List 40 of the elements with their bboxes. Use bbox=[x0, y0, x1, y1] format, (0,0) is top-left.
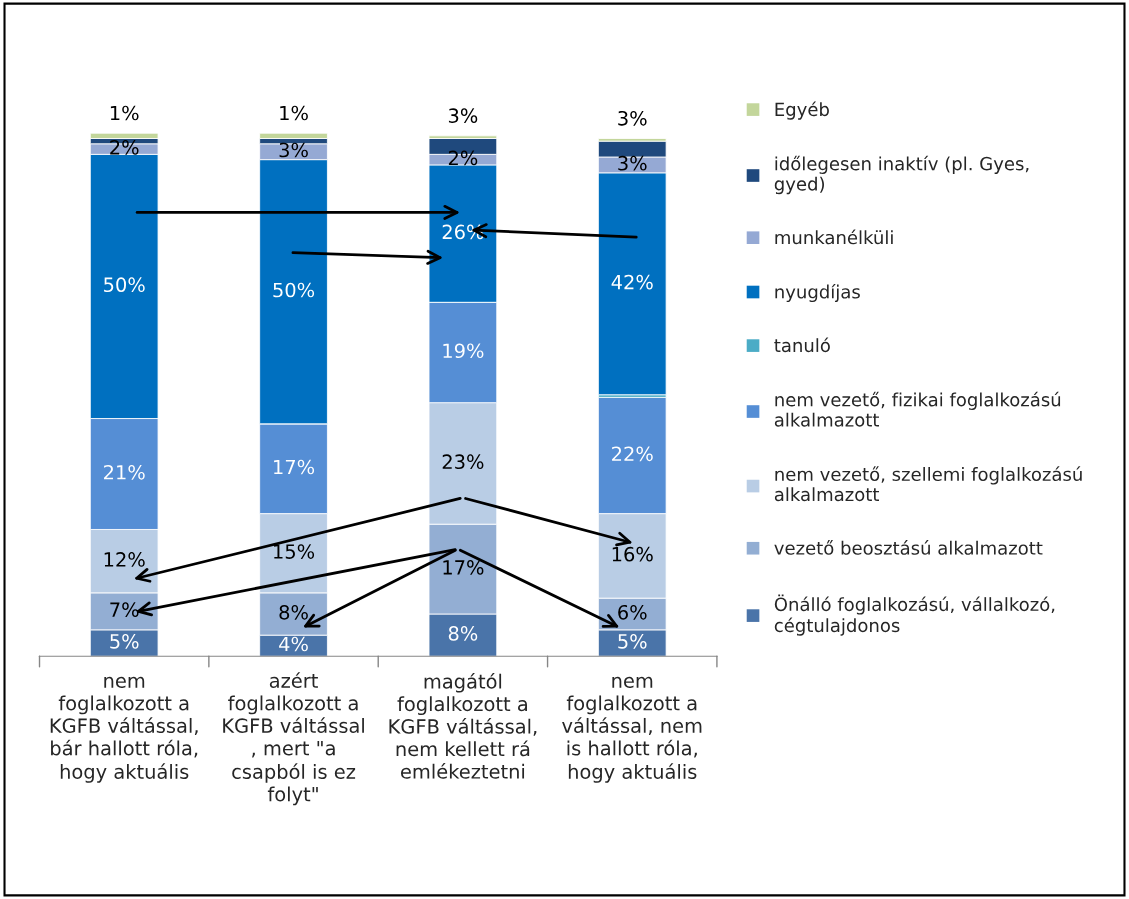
legend-label: időlegesen inaktív (pl. Gyes, gyed) bbox=[774, 155, 1029, 195]
legend-label: vezető beosztású alkalmazott bbox=[774, 540, 1043, 555]
data-label: 2% bbox=[448, 150, 478, 166]
data-label: 17% bbox=[274, 459, 315, 475]
data-label: 22% bbox=[612, 446, 653, 462]
data-label: 3% bbox=[448, 108, 478, 124]
data-label: 5% bbox=[618, 634, 647, 649]
x-tick-label: nem foglalkozott a KGFB váltással, bár hallott róla, hogy aktuális bbox=[50, 676, 198, 783]
legend-label: tanuló bbox=[774, 337, 830, 353]
x-tick-label: magától foglalkozott a KGFB váltással, nem kellett rá emlékeztetni bbox=[389, 672, 537, 779]
legend-label: Egyéb bbox=[775, 101, 829, 120]
x-tick-label: azért foglalkozott a KGFB váltással , mert "a csapból is ez folyt" bbox=[223, 672, 364, 806]
legend-label: Önálló foglalkozású, vállalkozó, cégtulajdonos bbox=[774, 594, 1055, 636]
data-label: 6% bbox=[618, 604, 647, 620]
data-label: 50% bbox=[104, 277, 145, 293]
data-label: 12% bbox=[104, 552, 145, 567]
data-label: 17% bbox=[443, 560, 484, 575]
legend-label: nyugdíjas bbox=[775, 283, 860, 303]
data-label: 2% bbox=[110, 140, 139, 155]
data-label: 3% bbox=[618, 155, 647, 171]
data-label: 5% bbox=[110, 634, 139, 649]
data-label: 16% bbox=[612, 546, 653, 562]
data-label: 7% bbox=[110, 602, 139, 617]
data-label: 23% bbox=[442, 454, 484, 470]
legend-label: nem vezető, fizikai foglalkozású alkalmazott bbox=[774, 391, 1061, 427]
data-label: 8% bbox=[448, 626, 478, 641]
data-label: 3% bbox=[618, 110, 647, 126]
data-label: 4% bbox=[279, 636, 308, 652]
x-tick-label: nem foglalkozott a váltással, nem is hallott róla, hogy aktuális bbox=[562, 676, 702, 783]
legend-label: nem vezető, szellemi foglalkozású alkalmazott bbox=[774, 466, 1082, 502]
data-label: 1% bbox=[280, 105, 308, 121]
data-label: 21% bbox=[104, 464, 145, 480]
data-label: 1% bbox=[110, 105, 139, 121]
data-label: 50% bbox=[273, 282, 315, 298]
data-label: 15% bbox=[274, 544, 315, 559]
data-label: 42% bbox=[611, 274, 653, 290]
data-label: 8% bbox=[279, 604, 308, 620]
data-label: 19% bbox=[443, 343, 484, 359]
legend-label: munkanélküli bbox=[775, 229, 893, 245]
data-label: 3% bbox=[279, 142, 308, 158]
